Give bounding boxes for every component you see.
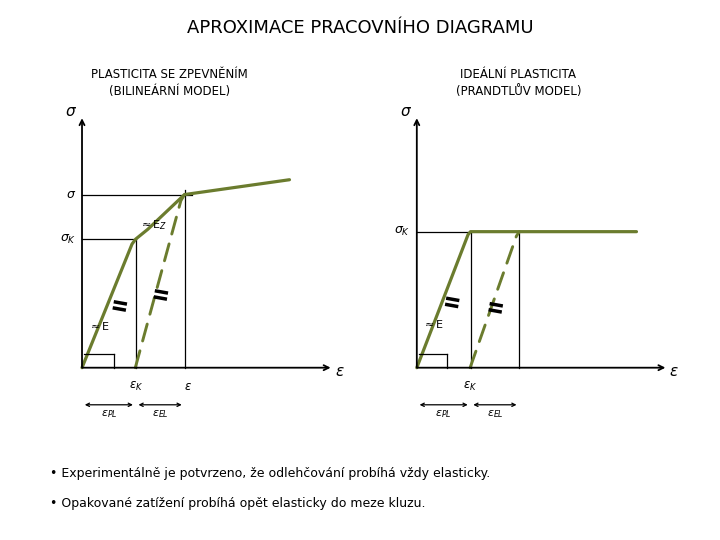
Text: $\varepsilon$: $\varepsilon$ [335,364,344,379]
Text: $\varepsilon_{PL}$: $\varepsilon_{PL}$ [101,408,117,420]
Text: $\varepsilon_{EL}$: $\varepsilon_{EL}$ [152,408,168,420]
Text: $\varepsilon$: $\varepsilon$ [670,364,679,379]
Text: $\varepsilon_K$: $\varepsilon_K$ [464,380,477,393]
Text: $\sigma$: $\sigma$ [400,104,412,119]
Text: $\approx$E: $\approx$E [88,320,110,332]
Text: $\varepsilon_{EL}$: $\varepsilon_{EL}$ [487,408,503,420]
Text: $\approx$E$_Z$: $\approx$E$_Z$ [140,218,168,232]
Text: $\varepsilon$: $\varepsilon$ [184,380,192,393]
Text: $\approx$E: $\approx$E [422,318,444,329]
Text: • Opakované zatížení probíhá opět elasticky do meze kluzu.: • Opakované zatížení probíhá opět elasti… [50,497,426,510]
Text: $\sigma$: $\sigma$ [66,188,76,201]
Text: APROXIMACE PRACOVNÍHO DIAGRAMU: APROXIMACE PRACOVNÍHO DIAGRAMU [186,19,534,37]
Text: IDEÁLNÍ PLASTICITA
(PRANDTLŮV MODEL): IDEÁLNÍ PLASTICITA (PRANDTLŮV MODEL) [456,68,581,98]
Text: $\varepsilon_K$: $\varepsilon_K$ [129,380,143,393]
Text: • Experimentálně je potvrzeno, že odlehčování probíhá vždy elasticky.: • Experimentálně je potvrzeno, že odlehč… [50,467,490,480]
Text: $\varepsilon_{PL}$: $\varepsilon_{PL}$ [436,408,452,420]
Text: $\sigma$: $\sigma$ [65,104,77,119]
Text: PLASTICITA SE ZPEVNĚNÍM
(BILINEÁRNÍ MODEL): PLASTICITA SE ZPEVNĚNÍM (BILINEÁRNÍ MODE… [91,68,248,98]
Text: $\sigma_K$: $\sigma_K$ [395,225,410,238]
Text: $\sigma_K$: $\sigma_K$ [60,233,76,246]
